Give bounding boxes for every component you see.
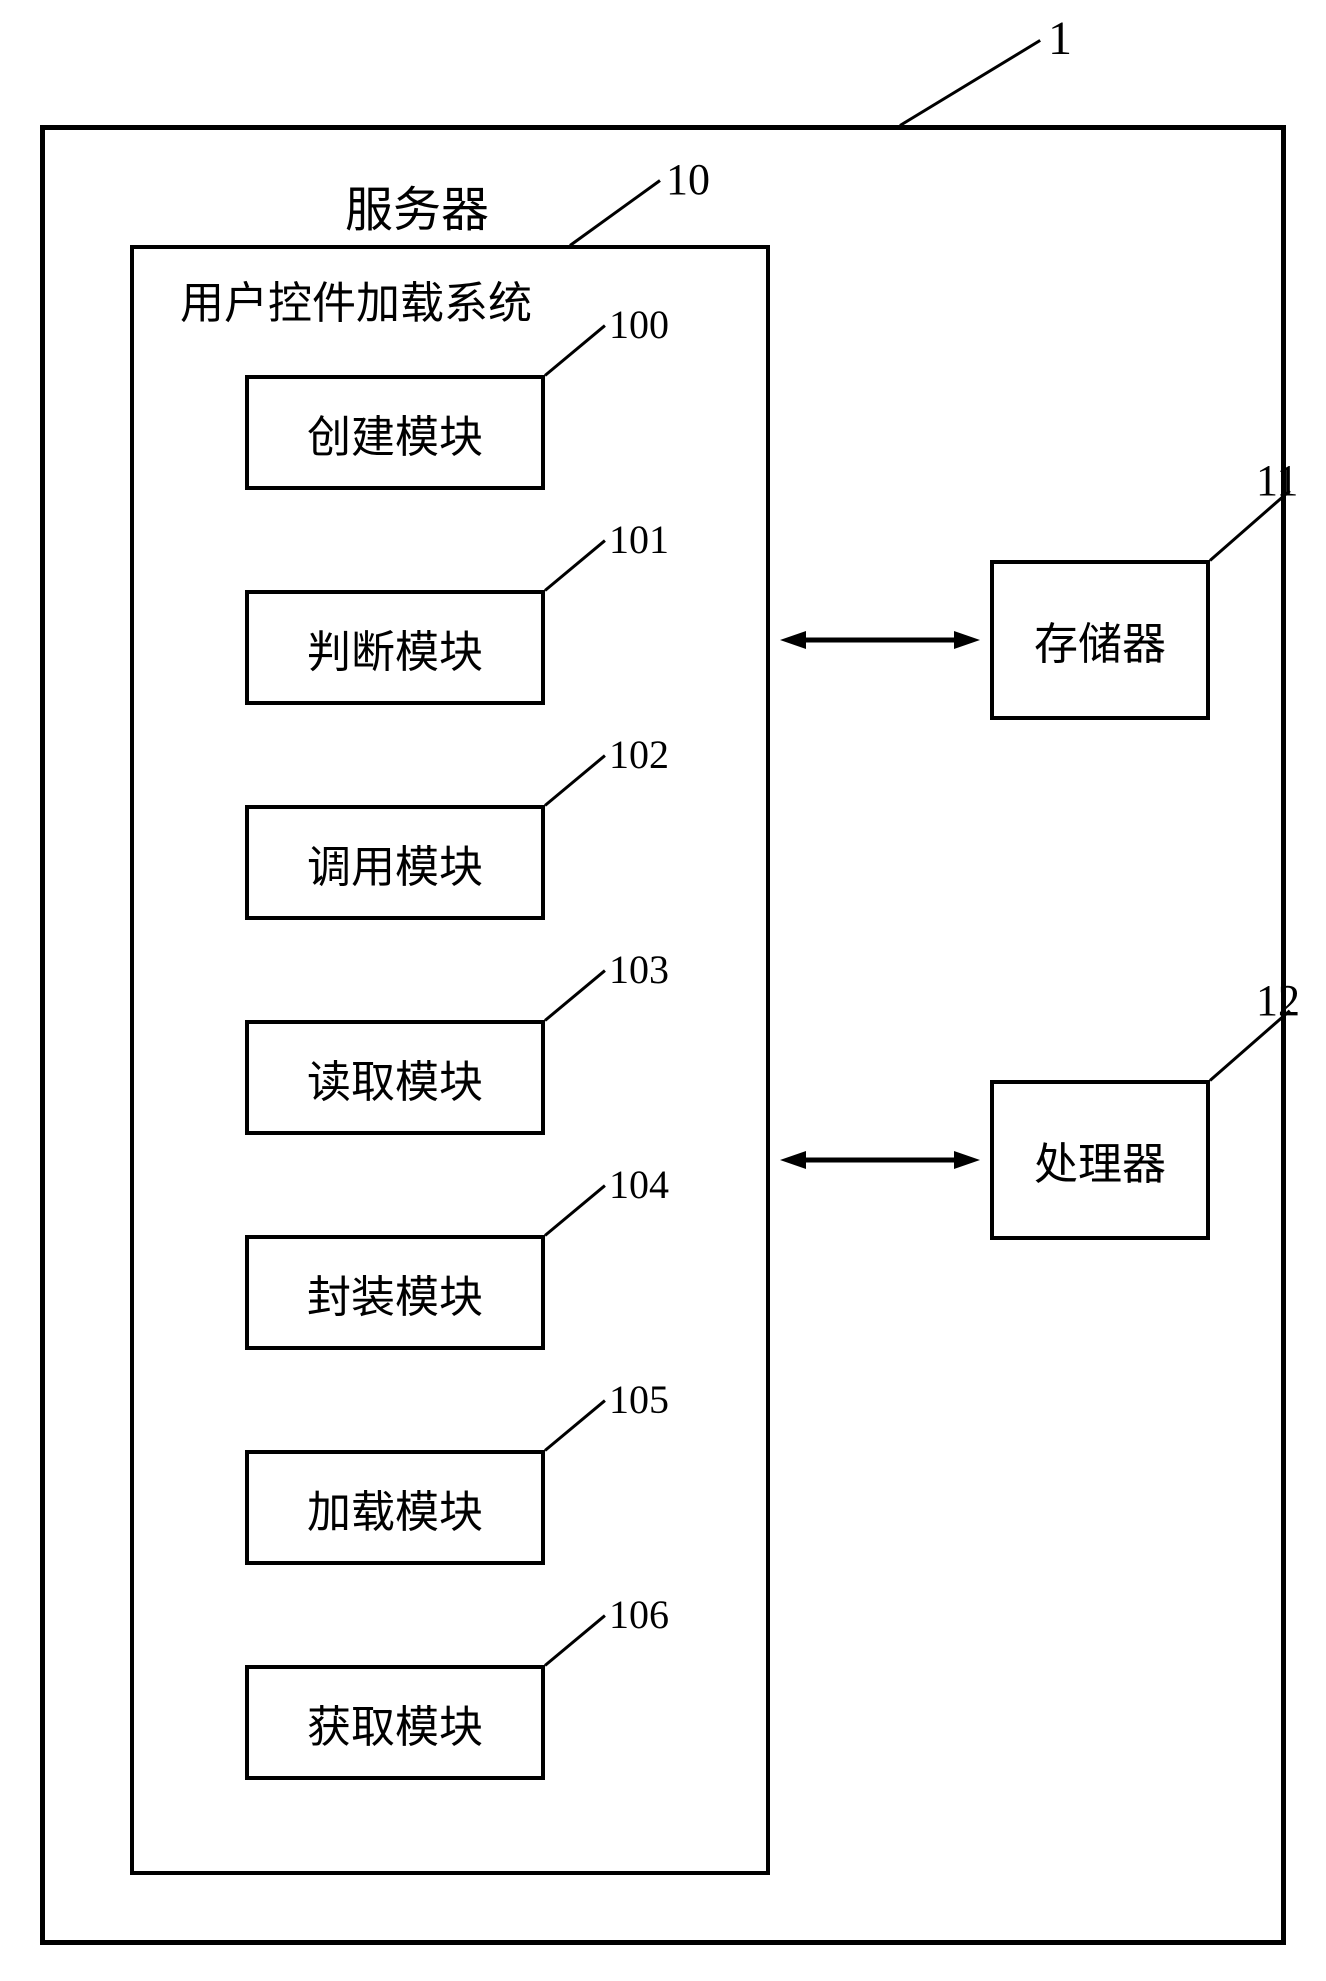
module-label: 调用模块 bbox=[307, 831, 483, 895]
module-ref: 101 bbox=[609, 516, 669, 563]
system-ref: 10 bbox=[666, 154, 710, 205]
module-box: 加载模块 bbox=[245, 1450, 545, 1565]
side-label: 存储器 bbox=[1034, 608, 1166, 672]
double-arrow-icon bbox=[780, 1142, 980, 1178]
storage-box: 存储器 bbox=[990, 560, 1210, 720]
module-ref: 106 bbox=[609, 1591, 669, 1638]
module-label: 封装模块 bbox=[307, 1261, 483, 1325]
module-label: 创建模块 bbox=[307, 401, 483, 465]
side-ref: 11 bbox=[1256, 455, 1298, 506]
module-box: 封装模块 bbox=[245, 1235, 545, 1350]
side-label: 处理器 bbox=[1034, 1128, 1166, 1192]
module-label: 获取模块 bbox=[307, 1691, 483, 1755]
server-label: 服务器 bbox=[345, 170, 489, 240]
double-arrow-icon bbox=[780, 622, 980, 658]
system-title: 用户控件加载系统 bbox=[180, 267, 532, 331]
module-ref: 103 bbox=[609, 946, 669, 993]
module-box: 判断模块 bbox=[245, 590, 545, 705]
module-ref: 104 bbox=[609, 1161, 669, 1208]
module-box: 读取模块 bbox=[245, 1020, 545, 1135]
module-ref: 100 bbox=[609, 301, 669, 348]
module-box: 创建模块 bbox=[245, 375, 545, 490]
outer-ref: 1 bbox=[1048, 11, 1072, 66]
module-ref: 102 bbox=[609, 731, 669, 778]
module-label: 加载模块 bbox=[307, 1476, 483, 1540]
module-label: 判断模块 bbox=[307, 616, 483, 680]
outer-lead bbox=[899, 39, 1041, 127]
module-box: 调用模块 bbox=[245, 805, 545, 920]
side-ref: 12 bbox=[1256, 975, 1300, 1026]
processor-box: 处理器 bbox=[990, 1080, 1210, 1240]
module-label: 读取模块 bbox=[307, 1046, 483, 1110]
module-ref: 105 bbox=[609, 1376, 669, 1423]
module-box: 获取模块 bbox=[245, 1665, 545, 1780]
